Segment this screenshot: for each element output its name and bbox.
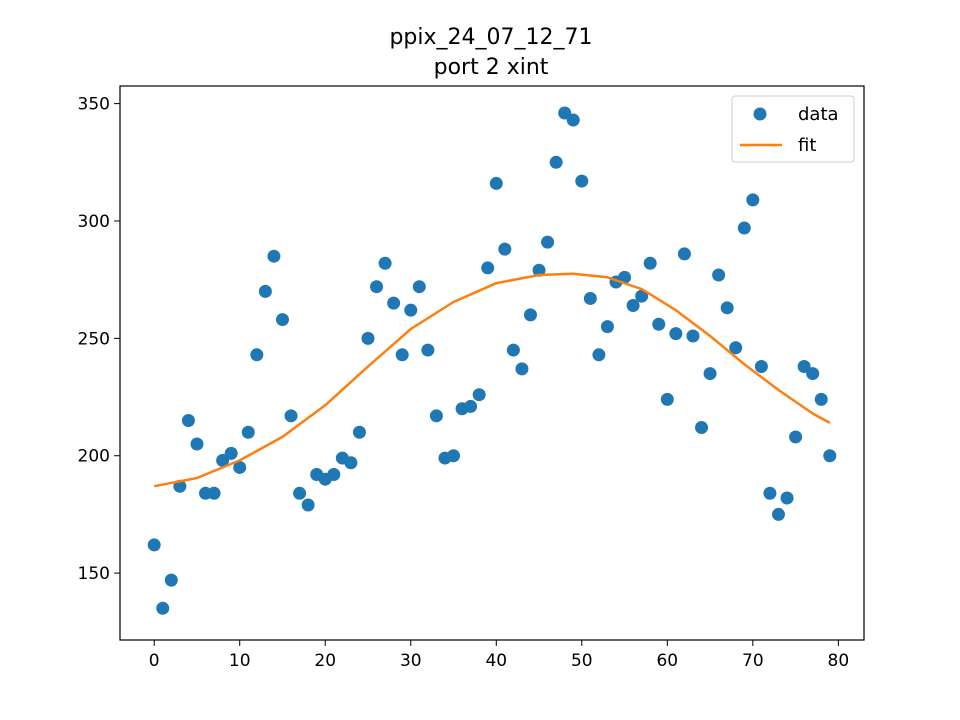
data-point [686,329,700,343]
data-point [695,421,709,435]
data-point [181,414,195,428]
y-axis: 150 200 250 300 350 [78,95,120,584]
data-point [626,298,640,312]
x-tick-label: 30 [400,651,422,671]
data-point [216,453,230,467]
data-point [618,270,632,284]
data-point [301,498,315,512]
data-point [481,261,495,275]
plot-frame [119,85,865,641]
data-point [703,367,717,381]
data-point [327,468,341,482]
legend-data-marker [753,107,767,121]
x-tick-label: 0 [149,651,160,671]
data-point [720,301,734,315]
data-point [532,263,546,277]
data-point [754,360,768,374]
data-point [498,242,512,256]
data-point [164,573,178,587]
data-point [669,327,683,341]
data-point [207,486,221,500]
chart-title: ppix_24_07_12_71 [389,25,592,50]
data-point [600,320,614,334]
y-tick-label: 150 [78,564,110,584]
data-point [464,399,478,413]
data-point [370,280,384,294]
legend-fit-label: fit [798,135,816,156]
data-point [712,268,726,282]
chart-subtitle: port 2 xint [434,55,549,80]
data-point [566,113,580,127]
data-point [241,425,255,439]
y-tick-label: 300 [78,212,110,232]
y-tick-label: 250 [78,329,110,349]
x-axis: 0 10 20 30 40 50 60 70 80 [149,640,849,671]
data-point [267,249,281,263]
data-point [746,193,760,207]
x-tick-label: 50 [571,651,593,671]
data-point [156,601,170,615]
legend-data-label: data [798,104,839,125]
data-point [635,289,649,303]
plot-marks [147,106,837,615]
data-point [412,280,426,294]
data-point [275,313,289,327]
data-point [421,343,435,357]
data-point [763,486,777,500]
data-point [190,437,204,451]
data-point [771,507,785,521]
data-point [147,538,161,552]
data-point [233,460,247,474]
data-point [224,446,238,460]
x-tick-label: 60 [656,651,678,671]
data-point [250,348,264,362]
data-point [643,256,657,270]
data-point [729,341,743,355]
data-point [284,409,298,423]
y-tick-label: 200 [78,447,110,467]
x-tick-label: 40 [485,651,507,671]
data-point [378,256,392,270]
data-point [583,291,597,305]
data-point [293,486,307,500]
data-point [652,317,666,331]
data-point [258,284,272,298]
data-point [789,430,803,444]
data-point [506,343,520,357]
x-tick-label: 20 [314,651,336,671]
data-point [447,449,461,463]
data-point [797,360,811,374]
data-point [489,176,503,190]
data-point [395,348,409,362]
data-point [575,174,589,188]
data-point [806,367,820,381]
data-point [549,155,563,169]
fit-line [153,272,831,488]
x-tick-label: 80 [828,651,850,671]
y-tick-label: 350 [78,95,110,115]
data-point [361,331,375,345]
data-point [541,235,555,249]
data-point [404,303,418,317]
data-point [344,456,358,470]
data-point [780,491,794,505]
data-point [737,221,751,235]
data-point [660,392,674,406]
data-point [387,296,401,310]
data-point [523,308,537,322]
data-point [814,392,828,406]
data-point [592,348,606,362]
data-point [515,362,529,376]
data-point [472,388,486,402]
x-tick-label: 70 [742,651,764,671]
legend: data fit [731,95,855,163]
data-point [429,409,443,423]
data-point [677,247,691,261]
x-tick-label: 10 [229,651,251,671]
data-point [558,106,572,120]
data-point [823,449,837,463]
data-point [352,425,366,439]
